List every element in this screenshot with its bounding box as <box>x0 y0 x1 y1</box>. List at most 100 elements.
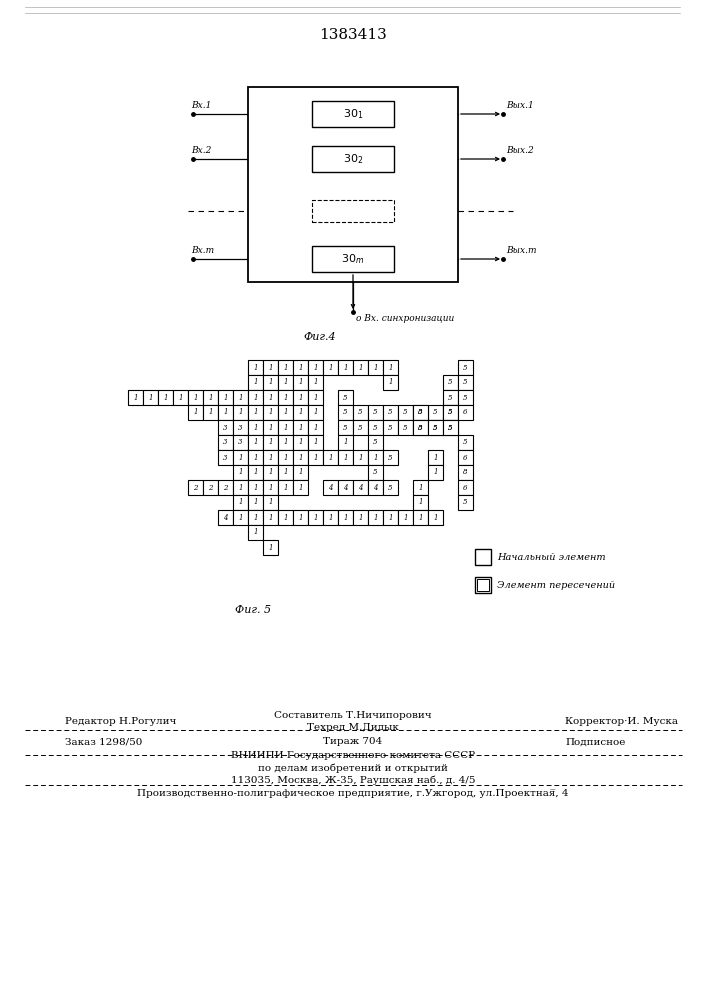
Bar <box>368 465 383 480</box>
Bar <box>383 510 398 525</box>
Bar <box>263 495 278 510</box>
Text: Редактор Н.Рогулич: Редактор Н.Рогулич <box>65 718 176 726</box>
Bar <box>308 510 323 525</box>
Text: 1: 1 <box>253 484 258 491</box>
Bar <box>278 510 293 525</box>
Bar <box>278 360 293 375</box>
Bar <box>353 480 368 495</box>
Text: 3: 3 <box>223 438 228 446</box>
Text: 5: 5 <box>448 408 452 416</box>
Bar <box>338 510 353 525</box>
Text: 5: 5 <box>373 468 378 477</box>
Text: 5: 5 <box>419 424 423 432</box>
Text: 5: 5 <box>373 424 378 432</box>
Text: 1: 1 <box>419 484 423 491</box>
Bar <box>398 405 413 420</box>
Bar <box>293 435 308 450</box>
Bar <box>278 480 293 495</box>
Bar <box>383 420 398 435</box>
Text: 5: 5 <box>388 454 393 462</box>
Text: Производственно-полиграфическое предприятие, г.Ужгород, ул.Проектная̅, 4: Производственно-полиграфическое предприя… <box>137 788 568 798</box>
Bar <box>233 435 248 450</box>
Text: Вых.m: Вых.m <box>506 246 537 255</box>
Text: 2: 2 <box>223 484 228 491</box>
Text: 1: 1 <box>298 484 303 491</box>
Text: 1: 1 <box>313 393 317 401</box>
Text: 1: 1 <box>298 438 303 446</box>
Bar <box>443 420 458 435</box>
Bar <box>338 435 353 450</box>
Text: 1: 1 <box>253 393 258 401</box>
Text: 5: 5 <box>344 408 348 416</box>
Text: Заказ 1298/50: Заказ 1298/50 <box>65 738 142 746</box>
Bar <box>368 450 383 465</box>
Bar <box>293 375 308 390</box>
Bar <box>383 405 398 420</box>
Text: о Вх. синхронизации: о Вх. синхронизации <box>356 314 455 323</box>
Bar <box>263 390 278 405</box>
Bar <box>143 390 158 405</box>
Text: 1: 1 <box>284 408 288 416</box>
Bar <box>458 375 473 390</box>
Text: 1: 1 <box>313 454 317 462</box>
Text: 8: 8 <box>463 468 468 477</box>
Text: 1: 1 <box>298 424 303 432</box>
Text: 1: 1 <box>284 454 288 462</box>
Bar <box>428 405 443 420</box>
Text: 5: 5 <box>448 393 452 401</box>
Text: 6: 6 <box>463 454 468 462</box>
Text: 1: 1 <box>148 393 153 401</box>
Bar <box>263 405 278 420</box>
Bar <box>312 200 394 222</box>
Text: 1: 1 <box>253 408 258 416</box>
Bar <box>353 360 368 375</box>
Text: 1: 1 <box>268 408 273 416</box>
Bar <box>248 87 458 282</box>
Bar <box>458 495 473 510</box>
Bar <box>218 390 233 405</box>
Text: 1: 1 <box>344 363 348 371</box>
Text: ВНИИПИ Государственного комитета СССР: ВНИИПИ Государственного комитета СССР <box>231 752 475 760</box>
Text: 1: 1 <box>373 454 378 462</box>
Text: Вых.2: Вых.2 <box>506 146 534 155</box>
Text: 1: 1 <box>313 438 317 446</box>
Bar <box>312 246 394 272</box>
Bar <box>188 405 203 420</box>
Text: 1: 1 <box>238 393 243 401</box>
Bar <box>248 375 263 390</box>
Bar <box>278 465 293 480</box>
Text: 1: 1 <box>268 514 273 522</box>
Text: Тираж 704: Тираж 704 <box>323 738 382 746</box>
Text: Составитель Т.Ничипорович: Составитель Т.Ничипорович <box>274 710 432 720</box>
Text: 5: 5 <box>373 408 378 416</box>
Bar <box>428 465 443 480</box>
Text: 1: 1 <box>193 393 198 401</box>
Text: 3: 3 <box>238 424 243 432</box>
Bar <box>383 450 398 465</box>
Bar <box>233 450 248 465</box>
Text: 1: 1 <box>223 408 228 416</box>
Bar <box>308 435 323 450</box>
Text: 2: 2 <box>193 484 198 491</box>
Text: 1: 1 <box>298 468 303 477</box>
Text: Вх.2: Вх.2 <box>191 146 211 155</box>
Text: 1: 1 <box>298 393 303 401</box>
Bar <box>278 435 293 450</box>
Text: 1: 1 <box>373 363 378 371</box>
Bar <box>203 390 218 405</box>
Bar <box>218 435 233 450</box>
Text: 1: 1 <box>253 378 258 386</box>
Bar <box>477 579 489 591</box>
Bar <box>353 420 368 435</box>
Bar <box>278 405 293 420</box>
Bar <box>443 420 458 435</box>
Text: 1: 1 <box>253 468 258 477</box>
Bar <box>293 465 308 480</box>
Text: по делам изобретений и открытий: по делам изобретений и открытий <box>258 763 448 773</box>
Text: 1: 1 <box>433 468 438 477</box>
Bar <box>443 405 458 420</box>
Bar <box>338 420 353 435</box>
Text: 1: 1 <box>178 393 182 401</box>
Bar <box>173 390 188 405</box>
Text: 1: 1 <box>344 454 348 462</box>
